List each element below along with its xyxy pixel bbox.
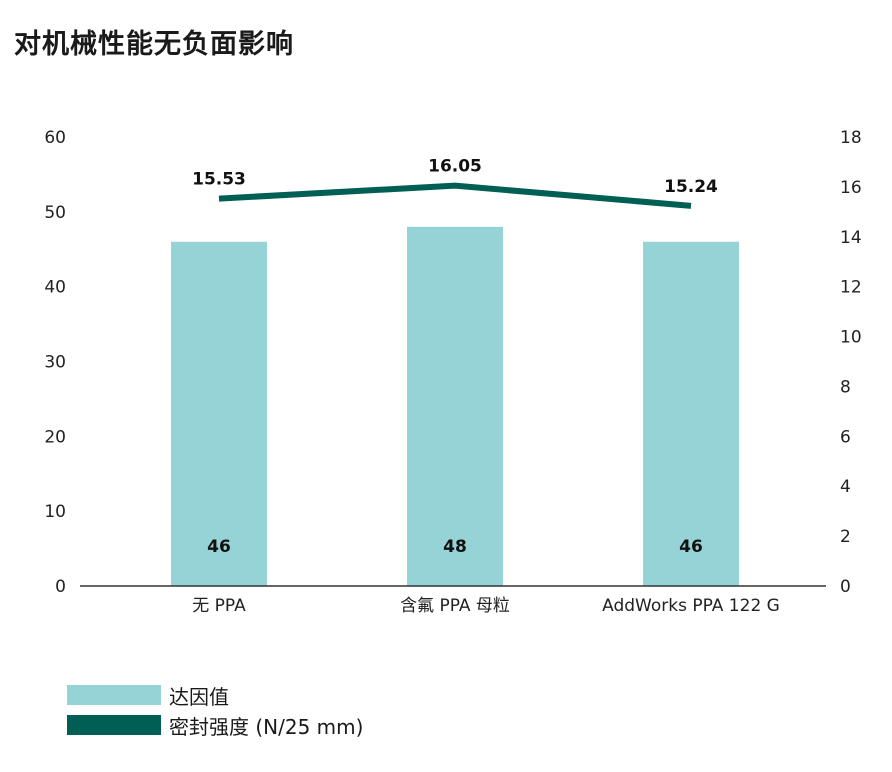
legend: 达因值 密封强度 (N/25 mm) (67, 680, 363, 740)
right-axis-ticks: 0 2 4 6 8 10 12 14 16 18 (840, 128, 862, 597)
right-tick-label: 6 (840, 427, 851, 447)
right-tick-label: 18 (840, 128, 862, 148)
legend-label-line: 密封强度 (N/25 mm) (169, 714, 364, 739)
left-tick-label: 60 (44, 128, 66, 148)
left-tick-label: 50 (44, 203, 66, 223)
legend-label-bar: 达因值 (169, 684, 229, 709)
category-labels: 无 PPA 含氟 PPA 母粒 AddWorks PPA 122 G (192, 596, 780, 616)
left-tick-label: 40 (44, 278, 66, 298)
right-tick-label: 12 (840, 278, 862, 298)
chart-title: 对机械性能无负面影响 (14, 29, 294, 60)
right-tick-label: 2 (840, 527, 851, 547)
line-value-labels: 15.53 16.05 15.24 (192, 157, 718, 197)
line-value-label: 15.53 (192, 170, 246, 190)
left-tick-label: 20 (44, 427, 66, 447)
bars (171, 226, 739, 587)
right-tick-label: 14 (840, 228, 862, 248)
category-label: 含氟 PPA 母粒 (400, 596, 510, 616)
legend-item-line: 密封强度 (N/25 mm) (67, 710, 363, 740)
bar-value-label: 46 (207, 537, 231, 557)
category-label: 无 PPA (192, 596, 246, 616)
category-label: AddWorks PPA 122 G (602, 596, 780, 616)
right-tick-label: 10 (840, 328, 862, 348)
right-tick-label: 8 (840, 377, 851, 397)
left-axis-ticks: 0 10 20 30 40 50 60 (44, 128, 66, 597)
left-tick-label: 10 (44, 502, 66, 522)
bar-value-labels: 46 48 46 (207, 537, 703, 557)
line-series (218, 182, 692, 209)
bar-1 (407, 226, 503, 587)
legend-swatch-line (67, 715, 161, 735)
right-tick-label: 0 (840, 577, 851, 597)
line-value-label: 16.05 (428, 157, 482, 177)
legend-swatch-bar (67, 685, 161, 705)
left-tick-label: 0 (55, 577, 66, 597)
right-tick-label: 4 (840, 477, 851, 497)
bar-0 (171, 241, 267, 586)
seal-strength-line (218, 182, 692, 209)
bar-2 (643, 241, 739, 586)
bar-value-label: 48 (443, 537, 467, 557)
right-tick-label: 16 (840, 178, 862, 198)
line-value-label: 15.24 (664, 177, 718, 197)
legend-item-bar: 达因值 (67, 680, 363, 710)
left-tick-label: 30 (44, 353, 66, 373)
bar-value-label: 46 (679, 537, 703, 557)
